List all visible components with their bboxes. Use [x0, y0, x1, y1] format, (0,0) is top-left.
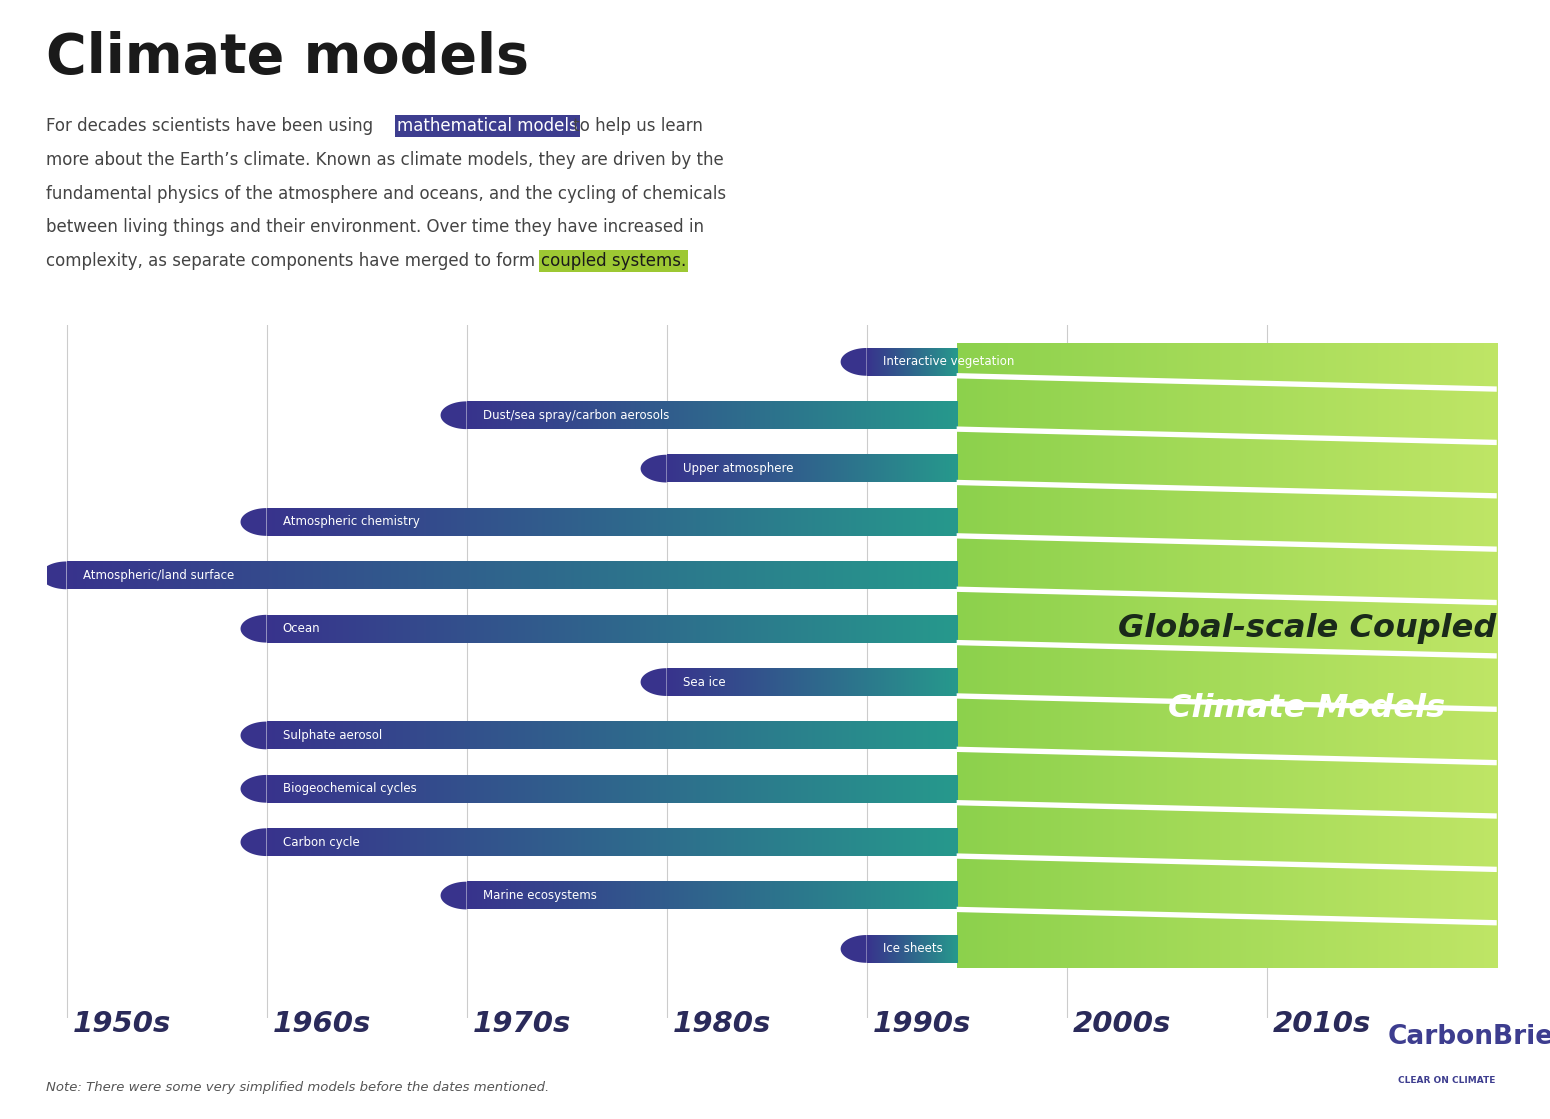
Text: Upper atmosphere: Upper atmosphere	[682, 462, 794, 476]
Text: 1970s: 1970s	[473, 1010, 570, 1038]
Text: Marine ecosystems: Marine ecosystems	[482, 888, 597, 902]
Text: 1980s: 1980s	[673, 1010, 770, 1038]
Polygon shape	[640, 454, 666, 482]
Polygon shape	[956, 694, 1497, 712]
Polygon shape	[240, 828, 267, 856]
Text: Climate models: Climate models	[46, 31, 530, 85]
Polygon shape	[40, 562, 67, 590]
Text: fundamental physics of the atmosphere and oceans, and the cycling of chemicals: fundamental physics of the atmosphere an…	[46, 185, 727, 203]
Text: Carbon cycle: Carbon cycle	[282, 836, 360, 848]
Polygon shape	[840, 348, 866, 376]
Text: Dust/sea spray/carbon aerosols: Dust/sea spray/carbon aerosols	[482, 408, 670, 422]
Text: 1950s: 1950s	[73, 1010, 170, 1038]
Text: mathematical models: mathematical models	[397, 117, 578, 135]
Polygon shape	[956, 800, 1497, 819]
Polygon shape	[440, 882, 467, 910]
Text: complexity, as separate components have merged to form: complexity, as separate components have …	[46, 252, 541, 270]
Text: Atmospheric/land surface: Atmospheric/land surface	[82, 568, 234, 582]
Polygon shape	[956, 586, 1497, 605]
Polygon shape	[240, 722, 267, 750]
Text: Note: There were some very simplified models before the dates mentioned.: Note: There were some very simplified mo…	[46, 1081, 550, 1094]
Text: 1990s: 1990s	[873, 1010, 970, 1038]
Text: For decades scientists have been using: For decades scientists have been using	[46, 117, 378, 135]
Text: Sulphate aerosol: Sulphate aerosol	[282, 728, 381, 742]
Polygon shape	[956, 854, 1497, 872]
Polygon shape	[240, 614, 267, 642]
Text: more about the Earth’s climate. Known as climate models, they are driven by the: more about the Earth’s climate. Known as…	[46, 151, 724, 169]
Polygon shape	[956, 373, 1497, 392]
Polygon shape	[956, 640, 1497, 659]
Text: between living things and their environment. Over time they have increased in: between living things and their environm…	[46, 218, 705, 236]
Polygon shape	[440, 402, 467, 429]
Polygon shape	[956, 906, 1497, 925]
Text: Climate Models: Climate Models	[1169, 694, 1445, 724]
Text: Biogeochemical cycles: Biogeochemical cycles	[282, 782, 417, 796]
Polygon shape	[956, 480, 1497, 498]
Text: CLEAR ON CLIMATE: CLEAR ON CLIMATE	[1398, 1076, 1496, 1085]
Text: Interactive vegetation: Interactive vegetation	[882, 356, 1014, 368]
Text: 2010s: 2010s	[1273, 1010, 1372, 1038]
Text: 2000s: 2000s	[1073, 1010, 1172, 1038]
Polygon shape	[840, 935, 866, 962]
Polygon shape	[640, 668, 666, 696]
Polygon shape	[956, 533, 1497, 552]
Text: coupled systems.: coupled systems.	[541, 252, 687, 270]
Text: to help us learn: to help us learn	[567, 117, 702, 135]
Text: Atmospheric chemistry: Atmospheric chemistry	[282, 516, 420, 528]
Text: Ice sheets: Ice sheets	[882, 942, 942, 956]
Text: Global-scale Coupled: Global-scale Coupled	[1118, 613, 1496, 645]
Text: Sea ice: Sea ice	[682, 676, 725, 688]
Polygon shape	[240, 775, 267, 802]
Polygon shape	[956, 426, 1497, 445]
Polygon shape	[956, 746, 1497, 765]
Text: CarbonBrief: CarbonBrief	[1387, 1024, 1550, 1050]
Polygon shape	[240, 508, 267, 536]
Text: 1960s: 1960s	[273, 1010, 370, 1038]
Text: Ocean: Ocean	[282, 622, 321, 636]
